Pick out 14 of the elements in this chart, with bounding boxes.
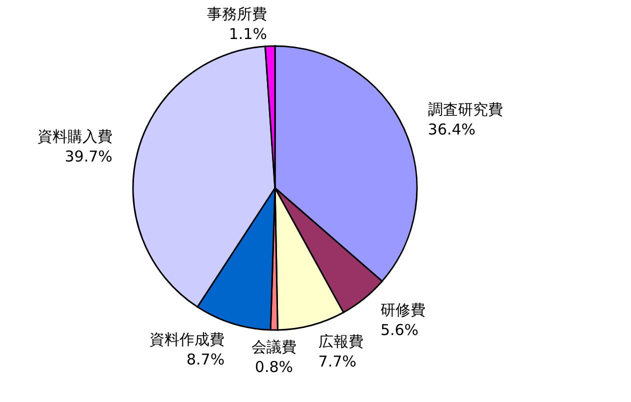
- slice-label: 調査研究費: [428, 100, 503, 118]
- data-label: 0.8%: [254, 358, 293, 376]
- slice-label: 研修費: [380, 300, 426, 319]
- slice-label: 広報費: [318, 332, 364, 350]
- slice-label: 資料作成費: [150, 330, 225, 348]
- data-label: 39.7%: [64, 148, 112, 166]
- data-label: 5.6%: [380, 320, 419, 339]
- data-label: 8.7%: [186, 350, 225, 368]
- slice-label: 会議費: [251, 338, 296, 356]
- slice-label: 事務所費: [207, 5, 267, 23]
- data-label: 36.4%: [428, 120, 476, 138]
- slice-label: 資料購入費: [37, 128, 112, 146]
- data-label: 7.7%: [318, 352, 356, 370]
- data-label: 1.1%: [228, 25, 267, 43]
